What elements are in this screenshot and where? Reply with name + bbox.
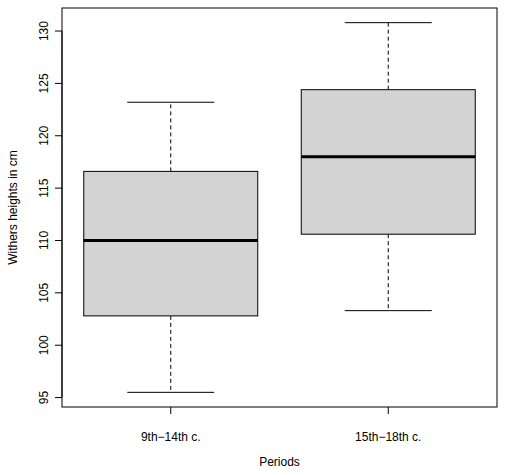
- box-group: [84, 102, 258, 392]
- upper-staple: [127, 102, 214, 103]
- y-tick: [55, 188, 62, 189]
- plot-frame: [62, 8, 497, 407]
- x-axis: 9th−14th c. 15th−18th c.: [141, 407, 422, 444]
- y-tick: [55, 240, 62, 241]
- box-group: [301, 23, 475, 311]
- y-tick: [55, 345, 62, 346]
- y-axis-line: [62, 31, 63, 398]
- y-axis-label: Withers heights in cm: [6, 150, 20, 265]
- x-axis-label: Periods: [259, 455, 300, 469]
- y-tick-label: 105: [37, 283, 51, 303]
- chart: 95 100 105 110 115 120 125 130 9th−14th c. 15th−1…: [0, 0, 513, 475]
- lower-staple: [345, 310, 432, 311]
- lower-whisker: [388, 234, 389, 310]
- x-tick: [388, 407, 389, 414]
- y-tick: [55, 83, 62, 84]
- upper-whisker: [170, 102, 171, 171]
- box: [301, 90, 475, 235]
- y-tick-label: 120: [37, 125, 51, 145]
- upper-staple: [345, 22, 432, 23]
- y-tick-label: 115: [37, 178, 51, 197]
- y-tick: [55, 31, 62, 32]
- chart-container: 95 100 105 110 115 120 125 130 9th−14th c. 15th−1…: [0, 0, 513, 475]
- upper-whisker: [388, 23, 389, 90]
- box: [84, 171, 258, 316]
- y-tick-label: 125: [37, 73, 51, 93]
- y-axis: 95 100 105 110 115 120 125 130: [37, 21, 62, 405]
- x-tick: [170, 407, 171, 414]
- boxes: [84, 23, 476, 393]
- x-tick-label: 15th−18th c.: [355, 430, 421, 444]
- y-tick: [55, 397, 62, 398]
- y-tick: [55, 292, 62, 293]
- lower-staple: [127, 392, 214, 393]
- lower-whisker: [170, 316, 171, 392]
- x-tick-label: 9th−14th c.: [141, 430, 201, 444]
- y-tick-label: 130: [37, 21, 51, 41]
- y-tick-label: 100: [37, 335, 51, 355]
- median-line: [301, 155, 475, 158]
- y-tick: [55, 135, 62, 136]
- y-tick-label: 110: [37, 231, 51, 250]
- median-line: [84, 239, 258, 242]
- y-tick-label: 95: [37, 391, 51, 405]
